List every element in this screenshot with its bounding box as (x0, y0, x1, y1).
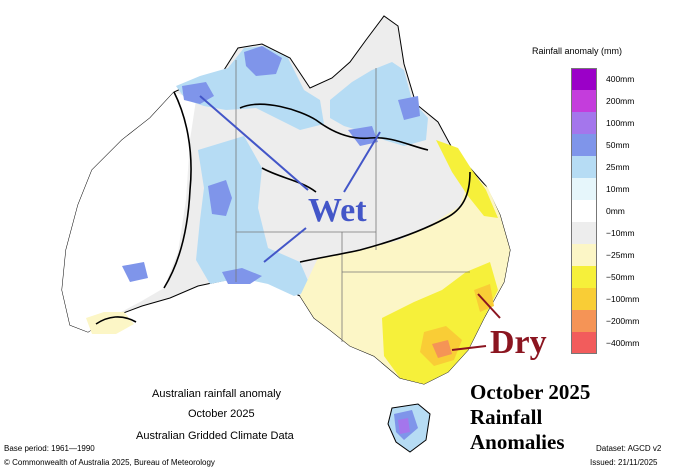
dry-pointer-lines (451, 293, 501, 351)
state-borders (235, 60, 470, 342)
copyright: © Commonwealth of Australia 2025, Bureau… (4, 458, 215, 467)
legend-label: 50mm (606, 140, 630, 150)
legend-label: 200mm (606, 96, 635, 106)
legend-label: 10mm (606, 184, 630, 194)
zero-contours (95, 91, 471, 325)
se-darkorange-zone (432, 340, 452, 358)
wet-pointer-lines (199, 95, 381, 263)
blue-area-1 (182, 82, 214, 104)
dataset: Dataset: AGCD v2 (596, 444, 662, 453)
legend-swatch (571, 310, 597, 332)
legend-swatch (571, 266, 597, 288)
legend-colorbar (571, 68, 597, 354)
legend-title: Rainfall anomaly (mm) (532, 46, 623, 56)
ne-lightblue-zone (330, 62, 428, 146)
blue-area-6 (398, 96, 420, 120)
legend-swatch (571, 178, 597, 200)
base-period: Base period: 1961—1990 (4, 444, 95, 453)
legend-label: 25mm (606, 162, 630, 172)
legend-label: −100mm (606, 294, 640, 304)
legend-swatch (571, 200, 597, 222)
caption-line2: October 2025 (188, 408, 255, 420)
east-yellow-strip (436, 140, 498, 218)
blue-area-2 (244, 46, 282, 76)
dry-label: Dry (490, 324, 547, 361)
interior-lightblue-zone (196, 136, 312, 296)
legend-label: −400mm (606, 338, 640, 348)
legend-swatch (571, 156, 597, 178)
blue-area-5 (348, 126, 378, 146)
se-yellow-zone (382, 262, 498, 384)
legend-swatch (571, 244, 597, 266)
blue-area-7 (122, 262, 148, 282)
legend-label: −50mm (606, 272, 635, 282)
legend-swatch (571, 68, 597, 90)
blue-area-4 (222, 268, 262, 284)
legend-label: −10mm (606, 228, 635, 238)
legend-label: −25mm (606, 250, 635, 260)
legend-label: −200mm (606, 316, 640, 326)
legend-swatch (571, 288, 597, 310)
legend-swatch (571, 134, 597, 156)
caption-line1: Australian rainfall anomaly (152, 388, 282, 400)
annotation-title-line3: Anomalies (470, 430, 565, 454)
legend-swatch (571, 222, 597, 244)
legend-swatch (571, 112, 597, 134)
legend-swatch (571, 332, 597, 354)
caption-line3: Australian Gridded Climate Data (136, 430, 294, 442)
annotation-title-line1: October 2025 (470, 380, 591, 404)
blue-area-3 (208, 180, 232, 216)
annotation-title-line2: Rainfall (470, 405, 543, 429)
issued-date: Issued: 21/11/2025 (590, 458, 658, 467)
north-lightblue-zone (176, 46, 324, 130)
legend-label: 0mm (606, 206, 625, 216)
west-white-zone (62, 92, 196, 332)
legend-label: 100mm (606, 118, 635, 128)
wet-label: Wet (308, 192, 367, 229)
legend-label: 400mm (606, 74, 635, 84)
tasmania-purple (398, 418, 410, 434)
legend-swatch (571, 90, 597, 112)
